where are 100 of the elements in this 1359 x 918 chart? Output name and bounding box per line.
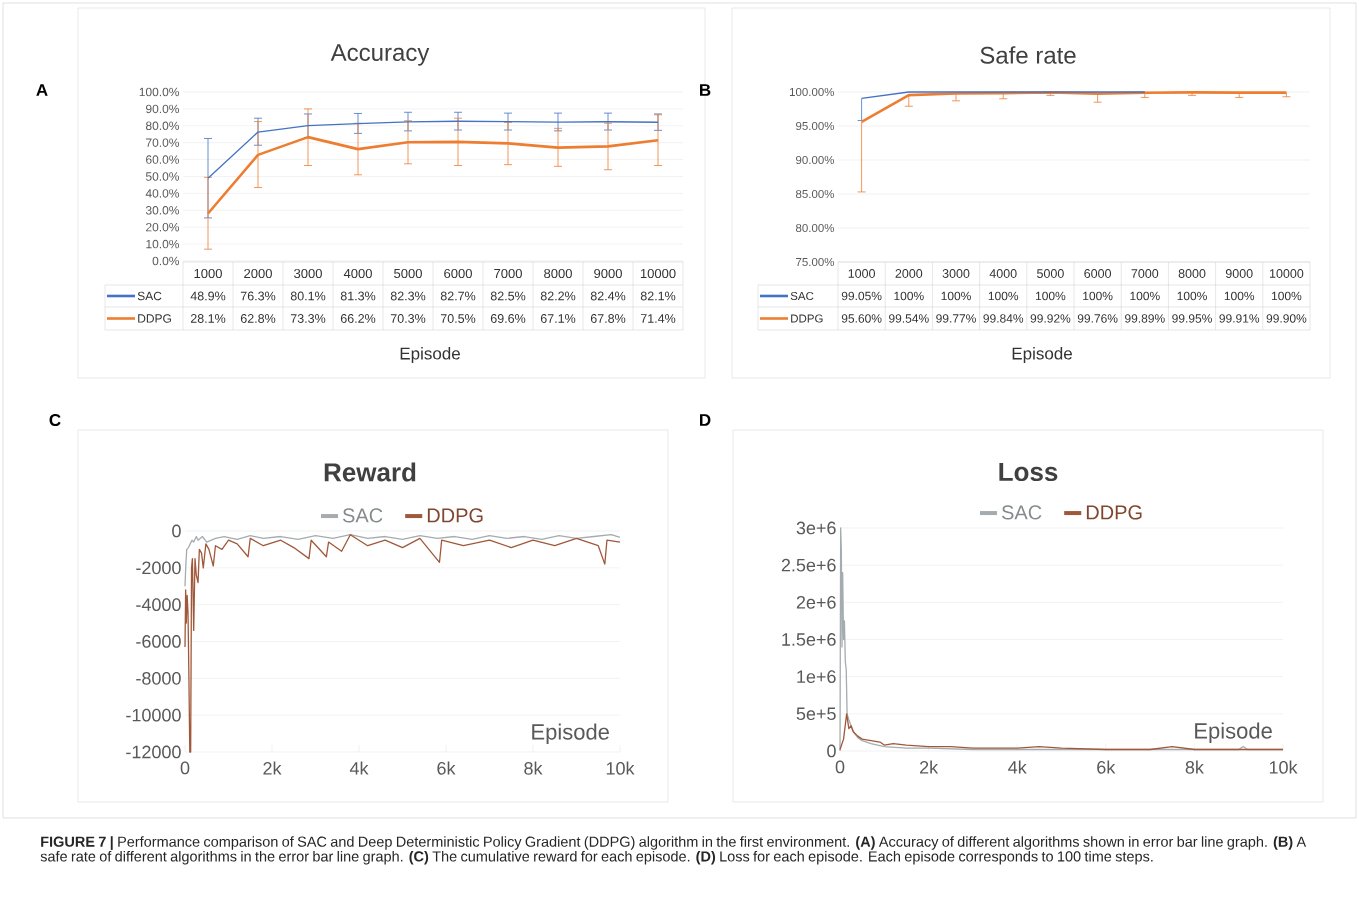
- text: D: [700, 414, 711, 426]
- chart-title: Loss: [999, 462, 1058, 482]
- data-label: 80.1%: [290, 291, 326, 301]
- data-label: 82.5%: [490, 291, 526, 301]
- y-tick-label: 10.0%: [146, 239, 180, 249]
- x-tick-label: 3000: [942, 269, 970, 278]
- data-label: 99.77%: [936, 314, 976, 323]
- data-label: 82.7%: [440, 291, 476, 301]
- y-tick-label: 80.0%: [145, 121, 180, 131]
- data-label: 82.2%: [540, 291, 576, 301]
- x-tick-label: 9000: [1225, 269, 1253, 278]
- data-label: 95.60%: [841, 314, 882, 323]
- y-tick-label: 100.0%: [139, 87, 180, 97]
- x-tick-label: 9000: [594, 268, 622, 279]
- y-tick-label: 20.0%: [146, 222, 180, 232]
- data-label: 100%: [894, 291, 924, 301]
- x-tick-label: 4k: [1008, 760, 1027, 774]
- legend-label: DDPG: [1086, 505, 1142, 520]
- x-tick-label: 2k: [263, 761, 282, 775]
- data-label: 100%: [941, 291, 971, 301]
- x-tick-label: 4k: [349, 761, 369, 775]
- x-tick-label: 1000: [194, 268, 222, 279]
- data-label: 100%: [1035, 291, 1066, 301]
- data-label: 99.89%: [1125, 314, 1165, 323]
- data-label: 100%: [1130, 291, 1160, 301]
- x-tick-label: 0: [180, 761, 190, 775]
- x-tick-label: 4000: [343, 268, 372, 279]
- x-tick-label: 10k: [1269, 760, 1298, 774]
- x-tick-label: 6000: [444, 268, 472, 279]
- text: A: [36, 84, 48, 96]
- chart-title: Reward: [324, 462, 416, 482]
- x-tick-label: 2000: [244, 268, 272, 279]
- data-label: 99.05%: [841, 291, 882, 301]
- text: C: [49, 413, 61, 427]
- data-label: 62.8%: [240, 314, 276, 323]
- legend-label: DDPG: [427, 508, 483, 523]
- x-tick-label: 7000: [1131, 269, 1159, 278]
- data-label: 81.3%: [340, 291, 376, 301]
- data-label: 99.95%: [1172, 314, 1212, 323]
- y-tick-label: 30.0%: [145, 206, 180, 215]
- data-label: 100%: [1083, 291, 1113, 301]
- y-tick-label: 2.5e+6: [781, 558, 836, 572]
- y-tick-label: 95.00%: [796, 121, 835, 131]
- y-tick-label: 70.0%: [146, 138, 180, 147]
- y-tick-label: 1e+6: [797, 670, 836, 684]
- x-tick-label: 5000: [394, 268, 422, 279]
- y-tick-label: 90.00%: [796, 155, 835, 165]
- y-tick-label: 3e+6: [796, 521, 836, 535]
- data-label: 70.3%: [390, 314, 426, 323]
- text: 100%: [1271, 291, 1302, 301]
- data-label: 99.84%: [983, 314, 1024, 323]
- y-tick-label: -8000: [136, 671, 181, 685]
- legend-label: SAC: [137, 291, 162, 301]
- data-label: 82.1%: [640, 291, 676, 301]
- x-tick-label: 7000: [494, 268, 522, 279]
- chart-title: Safe rate: [980, 46, 1076, 64]
- y-tick-label: 80.00%: [795, 223, 835, 233]
- x-tick-label: 6k: [437, 761, 456, 775]
- data-label: 28.1%: [190, 314, 226, 323]
- legend-label: DDPG: [791, 314, 823, 323]
- data-label: 100%: [988, 291, 1019, 301]
- data-label: 99.76%: [1077, 314, 1118, 323]
- data-label: 48.9%: [190, 291, 226, 301]
- text: 100%: [1177, 291, 1207, 301]
- x-tick-label: 10k: [606, 761, 635, 775]
- x-tick-label: 8k: [524, 761, 543, 775]
- data-label: 99.54%: [889, 314, 929, 323]
- data-label: 73.3%: [290, 314, 326, 323]
- y-tick-label: 40.0%: [145, 189, 180, 198]
- legend-label: SAC: [342, 508, 383, 523]
- data-label: 76.3%: [240, 291, 276, 301]
- y-tick-label: 75.00%: [796, 257, 835, 267]
- x-tick-label: 1000: [848, 269, 876, 278]
- data-label: 70.5%: [440, 314, 476, 323]
- data-label: 82.4%: [590, 291, 626, 301]
- y-tick-label: 0.0%: [152, 256, 180, 266]
- x-tick-label: 10000: [1269, 269, 1304, 278]
- data-label: 99.91%: [1219, 314, 1260, 323]
- y-tick-label: 60.0%: [146, 155, 180, 164]
- data-label: 67.8%: [590, 314, 626, 323]
- x-tick-label: 8000: [1178, 269, 1206, 278]
- y-tick-label: -6000: [136, 635, 181, 648]
- text: 100%: [1224, 291, 1255, 301]
- y-tick-label: 90.0%: [146, 104, 180, 114]
- data-label: 99.90%: [1266, 314, 1307, 323]
- y-tick-label: 0: [172, 524, 181, 538]
- data-label: 82.3%: [390, 291, 426, 301]
- data-label: 99.92%: [1030, 314, 1071, 323]
- x-tick-label: 2000: [895, 269, 923, 278]
- y-tick-label: 85.00%: [795, 189, 835, 199]
- y-tick-label: 2e+6: [796, 595, 836, 609]
- x-axis-title: Episode: [1195, 722, 1272, 743]
- x-axis-title: Episode: [532, 723, 609, 745]
- x-tick-label: 10000: [640, 268, 676, 279]
- y-tick-label: -12000: [126, 745, 181, 759]
- data-label: 67.1%: [540, 314, 576, 323]
- x-tick-label: 8k: [1185, 760, 1204, 774]
- x-tick-label: 5000: [1037, 269, 1064, 278]
- x-tick-label: 3000: [294, 268, 322, 279]
- data-label: 69.6%: [490, 314, 526, 323]
